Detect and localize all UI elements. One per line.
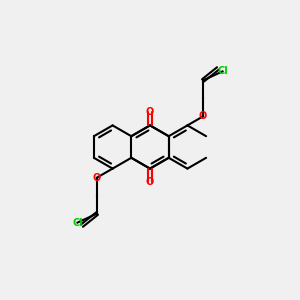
Text: O: O	[93, 172, 101, 183]
Text: O: O	[146, 107, 154, 117]
Text: O: O	[199, 111, 207, 122]
Text: O: O	[146, 177, 154, 187]
Text: Cl: Cl	[217, 66, 228, 76]
Text: Cl: Cl	[72, 218, 83, 228]
